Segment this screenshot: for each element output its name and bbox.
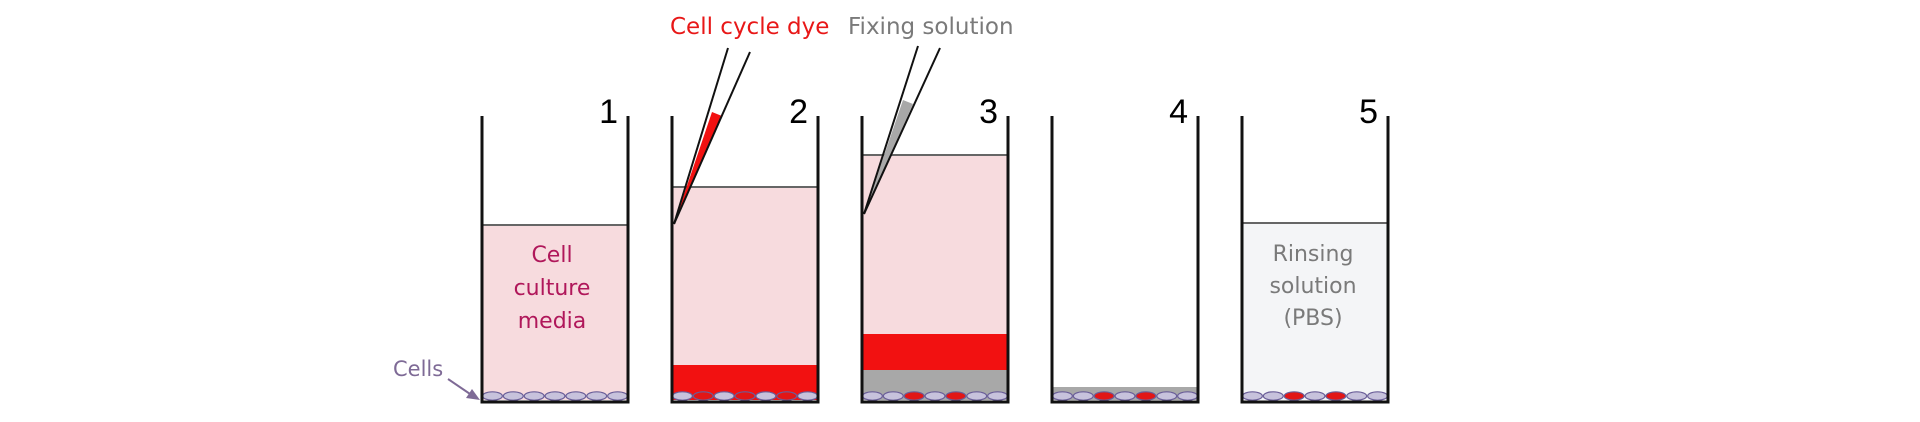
media-label-line-3: media xyxy=(518,309,587,334)
well-2-wall xyxy=(670,116,820,404)
dye-pipette: Cell cycle dye xyxy=(670,14,829,225)
fixer-pipette-edge-right xyxy=(863,47,941,215)
media-label-line-2: culture xyxy=(514,276,591,301)
stained-cell xyxy=(776,391,798,401)
cell xyxy=(1304,391,1326,401)
cell xyxy=(671,391,693,401)
cell xyxy=(1346,391,1368,401)
well-1: 1 Cell culture media xyxy=(480,93,630,404)
stained-cell xyxy=(903,391,925,401)
fixer-label: Fixing solution xyxy=(848,14,1014,40)
stained-cell xyxy=(734,391,756,401)
cell xyxy=(755,391,777,401)
cell xyxy=(1177,391,1199,401)
well-5-rinse xyxy=(1242,223,1388,400)
well-5-wall xyxy=(1240,116,1390,404)
fixer-pipette: Fixing solution xyxy=(848,14,1014,215)
well-3-media xyxy=(862,155,1008,334)
cell xyxy=(565,391,587,401)
stained-cell xyxy=(1283,391,1305,401)
well-4-cells xyxy=(1051,391,1199,401)
stained-cell xyxy=(1093,391,1115,401)
cell xyxy=(797,391,819,401)
dye-pipette-edge-left xyxy=(673,47,729,225)
well-4-number: 4 xyxy=(1169,93,1188,131)
cell xyxy=(481,391,503,401)
cell xyxy=(523,391,545,401)
rinse-label-line-2: solution xyxy=(1269,274,1356,299)
cells-arrow-shaft xyxy=(447,378,474,397)
cell xyxy=(1262,391,1284,401)
dye-pipette-edge-right xyxy=(673,51,751,225)
well-4-wall xyxy=(1050,116,1200,404)
cell xyxy=(861,391,883,401)
cell xyxy=(586,391,608,401)
well-1-cells xyxy=(481,391,629,401)
cells-arrow-head xyxy=(466,389,480,400)
cells-callout: Cells xyxy=(393,357,480,400)
cell xyxy=(1241,391,1263,401)
cell xyxy=(1114,391,1136,401)
cell xyxy=(966,391,988,401)
well-2: 2 xyxy=(670,93,820,404)
stained-cell xyxy=(1135,391,1157,401)
cell xyxy=(1367,391,1389,401)
cell xyxy=(1051,391,1073,401)
cell xyxy=(502,391,524,401)
cell xyxy=(924,391,946,401)
well-5: 5 Rinsing solution (PBS) xyxy=(1240,93,1390,404)
media-label-line-1: Cell xyxy=(531,243,572,268)
cell xyxy=(713,391,735,401)
well-2-media xyxy=(672,187,818,365)
cell xyxy=(607,391,629,401)
stained-cell xyxy=(692,391,714,401)
dye-label: Cell cycle dye xyxy=(670,14,829,40)
rinse-label-line-3: (PBS) xyxy=(1283,306,1342,331)
well-1-wall xyxy=(480,116,630,404)
cell xyxy=(987,391,1009,401)
well-3-wall xyxy=(860,116,1010,404)
fixer-pipette-edge-left xyxy=(863,45,919,215)
stained-cell xyxy=(1325,391,1347,401)
well-5-number: 5 xyxy=(1359,93,1378,131)
cell xyxy=(544,391,566,401)
cells-label: Cells xyxy=(393,357,443,381)
cell xyxy=(1156,391,1178,401)
well-2-cells xyxy=(671,391,819,401)
cell xyxy=(882,391,904,401)
stained-cell xyxy=(945,391,967,401)
well-1-media xyxy=(482,225,628,400)
well-1-number: 1 xyxy=(599,93,618,131)
well-3-dye-layer xyxy=(862,334,1008,370)
cell xyxy=(1072,391,1094,401)
well-4: 4 xyxy=(1050,93,1200,404)
well-2-number: 2 xyxy=(789,93,808,131)
well-3-number: 3 xyxy=(979,93,998,131)
rinse-label-line-1: Rinsing xyxy=(1273,242,1354,267)
well-3-cells xyxy=(861,391,1009,401)
well-3: 3 xyxy=(860,93,1010,404)
